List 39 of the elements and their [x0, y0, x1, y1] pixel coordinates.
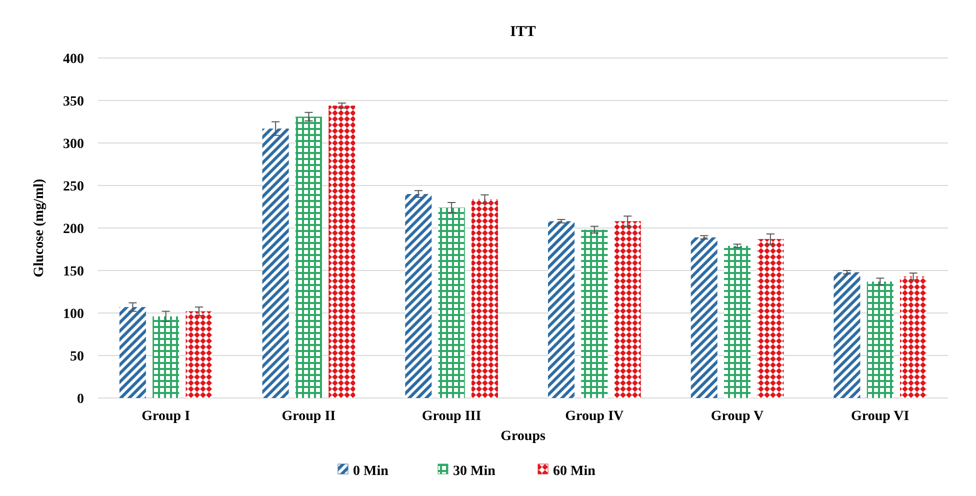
bar	[405, 194, 432, 398]
bar	[724, 246, 751, 398]
bar	[900, 276, 927, 398]
bar	[690, 237, 718, 398]
bar	[119, 307, 146, 398]
bar	[152, 316, 180, 398]
x-tick-label: Group III	[422, 409, 482, 424]
bar	[834, 272, 860, 398]
x-axis-title: Groups	[500, 429, 546, 444]
bar	[866, 282, 894, 398]
x-tick-label: Group V	[710, 409, 764, 424]
y-tick-label: 100	[63, 306, 84, 322]
bar	[262, 128, 289, 398]
bar	[548, 221, 575, 398]
y-tick-label: 250	[63, 179, 84, 194]
bar	[328, 106, 356, 398]
bar	[757, 239, 784, 398]
y-tick-label: 0	[77, 392, 84, 407]
x-tick-label: Group VI	[851, 409, 910, 424]
y-tick-label: 300	[63, 136, 84, 152]
legend-label: 30 Min	[453, 464, 496, 479]
chart-title: ITT	[510, 24, 536, 40]
y-tick-label: 150	[63, 264, 84, 280]
x-tick-label: Group II	[282, 409, 336, 424]
y-tick-label: 200	[63, 222, 84, 237]
x-tick-label: Group I	[142, 409, 190, 424]
x-tick-label: Group IV	[565, 409, 624, 424]
y-tick-label: 400	[63, 52, 84, 67]
bar	[471, 199, 498, 398]
y-axis-title: Glucose (mg/ml)	[32, 178, 47, 278]
bar	[186, 311, 212, 398]
legend-label: 0 Min	[353, 464, 389, 479]
bar	[295, 116, 322, 398]
bar	[581, 230, 608, 398]
y-tick-label: 50	[70, 349, 84, 364]
y-tick-label: 350	[63, 94, 84, 110]
legend-label: 60 Min	[553, 464, 596, 479]
bar	[614, 221, 641, 398]
bar	[438, 208, 465, 398]
